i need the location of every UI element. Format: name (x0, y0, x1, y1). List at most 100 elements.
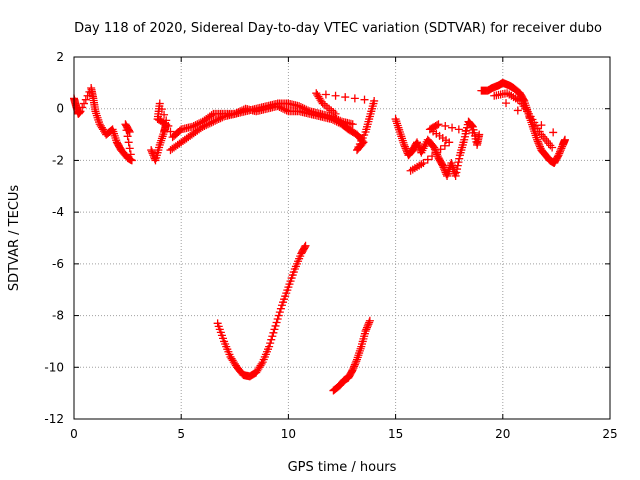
data-point-marker (126, 150, 135, 159)
data-point-marker (432, 148, 441, 157)
x-tick-label: 0 (70, 427, 78, 441)
y-tick-label: -6 (52, 257, 64, 271)
data-point-marker (321, 90, 330, 99)
y-tick-label: 0 (56, 102, 64, 116)
data-point-marker (348, 365, 357, 374)
data-point-marker (413, 140, 422, 149)
data-point-marker (191, 121, 200, 130)
series-evening-arc (477, 78, 569, 168)
data-point-marker (363, 321, 372, 330)
data-point-marker (76, 107, 85, 116)
data-point-marker (535, 140, 544, 149)
data-point-marker (266, 339, 275, 348)
data-point-marker (533, 135, 542, 144)
data-point-marker (207, 111, 216, 120)
data-point-marker (204, 120, 212, 129)
data-point-marker (125, 126, 134, 135)
y-tick-label: -8 (52, 309, 64, 323)
data-point-marker (341, 93, 350, 102)
data-point-marker (273, 315, 282, 324)
data-point-marker (455, 154, 464, 163)
data-point-marker (362, 325, 371, 334)
data-point-marker (413, 138, 422, 147)
data-point-marker (400, 142, 409, 151)
grid-lines (74, 57, 610, 419)
data-point-marker (451, 171, 460, 180)
data-point-marker (560, 135, 569, 144)
data-point-marker (282, 106, 291, 115)
data-point-marker (124, 138, 133, 147)
data-point-marker (423, 155, 432, 164)
data-point-marker (147, 146, 156, 155)
data-point-marker (461, 127, 470, 136)
data-point-marker (533, 137, 542, 146)
data-point-marker (300, 104, 309, 113)
data-point-marker (327, 112, 336, 121)
y-axis-label: SDTVAR / TECUs (7, 185, 22, 292)
data-point-marker (269, 328, 278, 337)
data-point-marker (276, 304, 285, 313)
chart-title: Day 118 of 2020, Sidereal Day-to-day VTE… (74, 21, 602, 36)
data-point-marker (155, 115, 164, 124)
data-point-marker (364, 320, 373, 329)
data-point-marker (452, 168, 461, 177)
data-point-marker (147, 147, 156, 156)
series-morning-lower (166, 99, 357, 155)
data-point-marker (334, 115, 343, 124)
data-point-marker (513, 106, 522, 115)
data-point-marker (348, 120, 357, 129)
data-point-marker (363, 323, 372, 332)
data-point-marker (187, 122, 196, 131)
x-tick-label: 10 (281, 427, 296, 441)
data-point-marker (211, 116, 220, 125)
data-point-marker (78, 103, 87, 112)
data-point-marker (298, 103, 307, 112)
data-point-marker (436, 145, 445, 154)
data-point-marker (330, 114, 339, 123)
data-point-marker (80, 99, 89, 108)
data-point-marker (214, 115, 223, 124)
y-tick-label: -4 (52, 205, 64, 219)
data-point-marker (155, 99, 164, 108)
data-point-marker (296, 102, 305, 111)
data-point-marker (200, 121, 209, 130)
data-point-marker (275, 308, 284, 317)
data-point-marker (350, 94, 359, 103)
data-point-marker (401, 144, 410, 153)
data-point-marker (162, 116, 171, 125)
data-point-marker (302, 105, 311, 114)
y-tick-label: 2 (56, 50, 64, 64)
x-tick-label: 25 (602, 427, 617, 441)
x-tick-label: 15 (388, 427, 403, 441)
data-point-marker (349, 364, 358, 373)
y-tick-label: -10 (44, 360, 64, 374)
data-point-marker (166, 127, 175, 136)
data-point-marker (441, 121, 450, 130)
data-point-marker (270, 325, 279, 334)
data-point-marker (556, 146, 565, 155)
data-point-marker (440, 141, 449, 150)
data-point-marker (555, 147, 564, 156)
data-point-marker (475, 130, 484, 139)
plot-frame (73, 56, 611, 420)
data-point-marker (81, 95, 90, 104)
data-point-marker (467, 121, 476, 130)
data-point-marker (433, 150, 442, 159)
data-point-marker (361, 327, 370, 336)
data-point-marker (448, 123, 457, 132)
data-point-marker (148, 149, 157, 158)
x-tick-label: 5 (177, 427, 185, 441)
data-point-marker (127, 156, 136, 165)
data-point-marker (549, 128, 558, 137)
data-point-marker (268, 332, 277, 341)
data-point-marker (351, 358, 360, 367)
data-point-marker (454, 158, 463, 167)
data-point-marker (406, 166, 415, 175)
data-point-marker (271, 321, 280, 330)
data-point-marker (554, 151, 563, 160)
data-point-marker (332, 115, 341, 124)
data-point-marker (198, 122, 207, 131)
data-point-marker (125, 127, 134, 136)
